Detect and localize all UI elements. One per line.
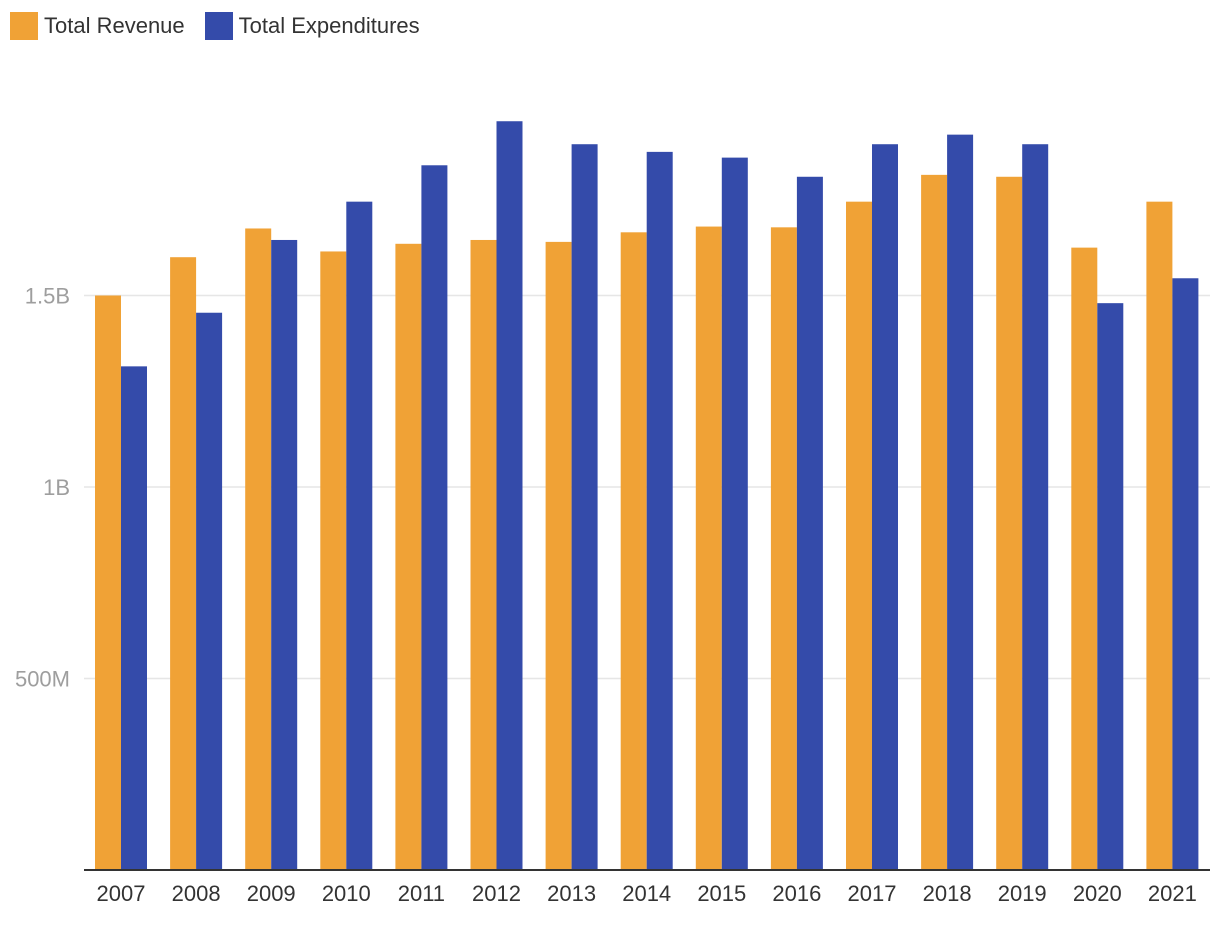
bar-total-revenue-2010[interactable]: [320, 251, 347, 870]
x-tick-label: 2014: [622, 881, 671, 906]
x-tick-label: 2020: [1073, 881, 1122, 906]
legend-label-total-revenue: Total Revenue: [44, 13, 185, 38]
bar-total-revenue-2019[interactable]: [996, 176, 1023, 870]
bar-total-revenue-2012[interactable]: [470, 239, 497, 871]
x-tick-label: 2015: [697, 881, 746, 906]
x-tick-label: 2019: [998, 881, 1047, 906]
x-tick-label: 2010: [322, 881, 371, 906]
legend-item-total-revenue[interactable]: Total Revenue: [10, 12, 185, 40]
x-tick-label: 2012: [472, 881, 521, 906]
bar-total-revenue-2007[interactable]: [95, 295, 121, 871]
bar-total-revenue-2016[interactable]: [770, 227, 797, 871]
bar-total-expenditures-2018[interactable]: [947, 134, 974, 870]
bar-total-revenue-2008[interactable]: [170, 257, 197, 870]
bar-total-expenditures-2011[interactable]: [421, 165, 448, 870]
y-tick-label: 1B: [43, 475, 70, 500]
bar-total-expenditures-2012[interactable]: [496, 121, 523, 871]
x-tick-label: 2021: [1148, 881, 1197, 906]
bar-total-expenditures-2010[interactable]: [346, 201, 373, 871]
bar-total-revenue-2011[interactable]: [395, 243, 422, 871]
y-tick-label: 1.5B: [25, 284, 70, 309]
bar-total-revenue-2018[interactable]: [921, 174, 948, 871]
bar-total-revenue-2017[interactable]: [846, 201, 872, 871]
bar-total-revenue-2013[interactable]: [545, 241, 572, 870]
bar-total-expenditures-2021[interactable]: [1172, 278, 1199, 870]
bar-total-revenue-2015[interactable]: [695, 226, 722, 870]
bar-total-expenditures-2013[interactable]: [571, 144, 598, 871]
x-tick-label: 2013: [547, 881, 596, 906]
x-tick-label: 2018: [923, 881, 972, 906]
bar-total-revenue-2021[interactable]: [1146, 201, 1173, 871]
bar-total-expenditures-2015[interactable]: [721, 157, 748, 870]
bar-total-expenditures-2007[interactable]: [121, 366, 147, 870]
bar-total-expenditures-2019[interactable]: [1022, 144, 1049, 871]
bar-total-revenue-2009[interactable]: [245, 228, 272, 871]
bars: [95, 121, 1199, 871]
legend-swatch-total-expenditures: [204, 12, 233, 40]
bar-total-expenditures-2017[interactable]: [872, 144, 898, 871]
x-tick-label: 2008: [172, 881, 221, 906]
legend-item-total-expenditures[interactable]: Total Expenditures: [204, 12, 420, 40]
chart-legend: Total Revenue Total Expenditures: [10, 12, 420, 40]
axes: 500M 1B 1.5B 2007 2008 2009 2010 2011 2012 2013 20…: [15, 284, 1210, 906]
y-tick-label: 500M: [15, 667, 70, 692]
legend-label-total-expenditures: Total Expenditures: [238, 13, 420, 38]
x-tick-label: 2011: [398, 881, 445, 906]
x-tick-label: 2017: [848, 881, 897, 906]
x-tick-label: 2007: [97, 881, 146, 906]
x-tick-label: 2009: [247, 881, 296, 906]
bar-total-revenue-2014[interactable]: [620, 232, 647, 870]
bar-total-expenditures-2016[interactable]: [796, 176, 823, 870]
x-tick-label: 2016: [772, 881, 821, 906]
bar-total-revenue-2020[interactable]: [1071, 247, 1098, 870]
legend-swatch-total-revenue: [10, 12, 38, 40]
bar-total-expenditures-2009[interactable]: [271, 239, 298, 871]
bar-total-expenditures-2020[interactable]: [1097, 303, 1124, 870]
bar-total-expenditures-2014[interactable]: [646, 151, 673, 870]
bar-total-expenditures-2008[interactable]: [196, 312, 223, 870]
